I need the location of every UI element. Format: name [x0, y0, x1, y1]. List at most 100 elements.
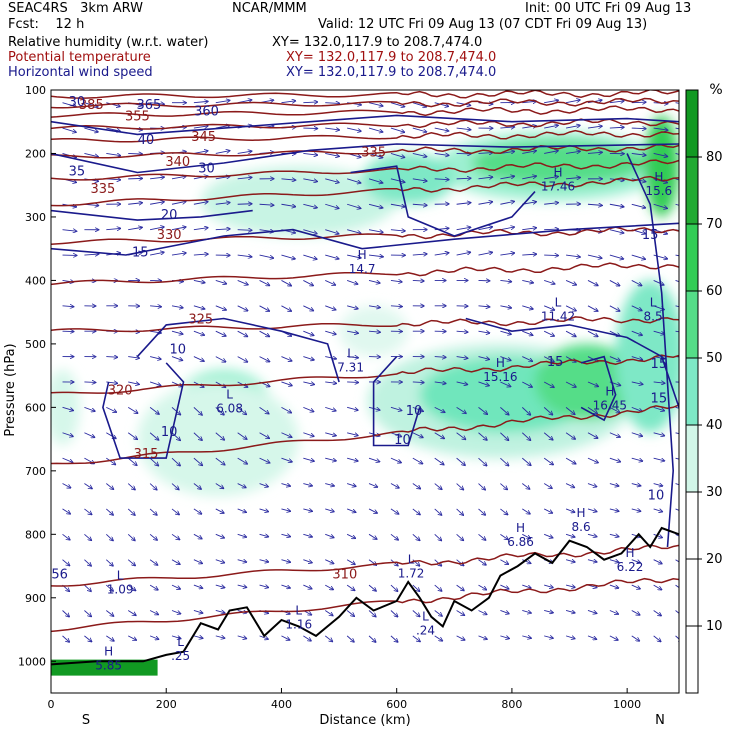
- wind-arrow: [522, 356, 532, 362]
- wind-arrow: [631, 102, 646, 103]
- wind-arrow: [237, 534, 247, 537]
- wind-arrow: [434, 457, 444, 464]
- wind-arrow: [478, 381, 489, 386]
- wind-arrow: [215, 508, 224, 513]
- wind-arrow: [346, 635, 354, 642]
- wind-arrow: [675, 432, 679, 435]
- wind-arrow: [325, 509, 334, 512]
- extremum-value: 1.09: [107, 582, 134, 596]
- wind-arrow: [259, 635, 268, 639]
- wind-arrow: [106, 483, 113, 490]
- header-fcst: Fcst: 12 h: [8, 17, 85, 32]
- wind-arrow: [456, 331, 468, 332]
- wind-contour: [626, 153, 675, 548]
- theta-contour: [51, 159, 679, 181]
- wind-label: 365: [137, 98, 162, 113]
- wind-arrow: [522, 305, 533, 309]
- wind-arrow: [259, 204, 274, 205]
- left-end-label: S: [82, 713, 90, 728]
- wind-arrow: [368, 229, 383, 233]
- wind-arrow: [456, 128, 471, 130]
- wind-arrow: [565, 330, 576, 336]
- wind-arrow: [62, 432, 73, 437]
- wind-arrow: [500, 432, 508, 440]
- humidity-region: [644, 115, 679, 217]
- x-tick-label: 800: [501, 698, 522, 711]
- wind-arrow: [390, 153, 404, 157]
- wind-arrow: [84, 127, 97, 132]
- wind-arrow: [609, 280, 620, 285]
- wind-arrow: [434, 559, 442, 566]
- wind-label: 10: [648, 488, 665, 503]
- wind-arrow: [631, 128, 646, 129]
- header-org: NCAR/MMM: [232, 1, 307, 16]
- wind-arrow: [62, 230, 77, 232]
- wind-arrow: [149, 432, 158, 440]
- wind-arrow: [325, 357, 336, 359]
- wind-arrow: [281, 406, 291, 412]
- extremum-value: 6.22: [617, 560, 644, 574]
- wind-arrow: [171, 253, 186, 255]
- wind-arrow: [587, 381, 598, 386]
- wind-arrow: [500, 356, 510, 361]
- wind-arrow: [281, 179, 295, 180]
- wind-label: 360: [194, 104, 219, 119]
- wind-arrow: [412, 584, 420, 591]
- wind-arrow: [456, 610, 465, 615]
- wind-arrow: [84, 508, 91, 515]
- wind-arrow: [324, 635, 332, 642]
- wind-arrow: [478, 610, 487, 614]
- wind-arrow: [544, 305, 554, 310]
- theta-contour: [51, 118, 679, 130]
- y-tick-label: 1000: [18, 655, 46, 668]
- wind-arrow: [522, 584, 530, 588]
- wind-arrow: [106, 406, 116, 412]
- wind-arrow: [390, 432, 401, 437]
- wind-arrow: [675, 356, 679, 358]
- wind-arrow: [565, 305, 576, 311]
- wind-arrow: [171, 636, 181, 639]
- wind-arrow: [587, 330, 598, 336]
- wind-arrow: [565, 508, 574, 512]
- wind-arrow: [106, 610, 113, 616]
- theta-label: 335: [90, 182, 115, 197]
- wind-arrow: [84, 153, 98, 156]
- wind-arrow: [390, 508, 399, 514]
- wind-arrow: [303, 356, 313, 360]
- wind-arrow: [281, 457, 291, 462]
- wind-arrow: [565, 100, 580, 104]
- wind-arrow: [609, 534, 619, 536]
- wind-arrow: [412, 382, 424, 383]
- wind-arrow: [347, 457, 358, 461]
- axes: 0 200 400 600 800 1000 100 200 300 400 500 600 700 80…: [18, 84, 641, 711]
- wind-arrow: [237, 330, 248, 336]
- wind-arrow: [653, 280, 664, 284]
- wind-arrow: [675, 330, 679, 333]
- wind-arrow: [500, 483, 507, 490]
- wind-arrow: [368, 331, 380, 332]
- wind-arrow: [675, 305, 679, 308]
- wind-arrow: [675, 406, 679, 409]
- wind-arrow: [346, 584, 354, 590]
- wind-arrow: [565, 125, 580, 129]
- wind-arrow: [631, 356, 643, 360]
- wind-arrow: [500, 508, 507, 515]
- wind-arrow: [544, 229, 558, 230]
- wind-arrow: [171, 584, 180, 589]
- wind-arrow: [325, 533, 333, 537]
- wind-arrow: [127, 432, 137, 439]
- wind-arrow: [544, 255, 558, 256]
- wind-arrow: [237, 483, 246, 488]
- wind-arrow: [62, 127, 76, 132]
- wind-arrow: [412, 533, 420, 540]
- wind-arrow: [675, 457, 679, 460]
- wind-arrow: [303, 534, 312, 537]
- wind-arrow: [259, 560, 269, 562]
- extremum-kind: H: [654, 170, 663, 184]
- extremum-value: .24: [416, 624, 435, 638]
- wind-arrow: [237, 432, 247, 439]
- wind-arrow: [631, 280, 642, 285]
- wind-arrow: [609, 432, 620, 437]
- wind-arrow: [675, 279, 679, 283]
- wind-arrow: [653, 128, 668, 130]
